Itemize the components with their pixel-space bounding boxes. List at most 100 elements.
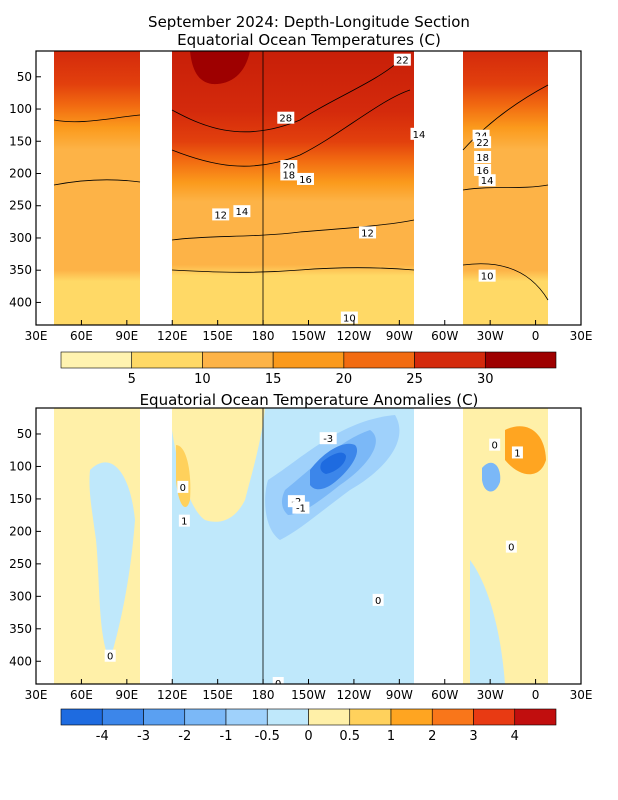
contour-label: -3: [323, 434, 333, 445]
contour-label: 0: [508, 543, 514, 554]
contour-label-bg: [410, 127, 428, 140]
contour-label-bg: [359, 226, 377, 239]
contour-label: 12: [214, 210, 227, 221]
anom-west-positive: [172, 408, 265, 522]
x-tick-label: 30E: [570, 688, 593, 702]
x-tick-label: 150E: [202, 329, 233, 343]
contour-upper-pacific: [171, 59, 401, 133]
contour-label: 1: [181, 517, 187, 528]
colorbar-swatch: [143, 708, 186, 726]
x-tick-label: 30E: [570, 329, 593, 343]
y-tick-label: 300: [9, 589, 32, 603]
contour-label: 14: [413, 130, 426, 141]
y-tick-label: 50: [17, 427, 32, 441]
x-tick-label: 150E: [202, 688, 233, 702]
contour-label: 16: [299, 175, 312, 186]
colorbar-label: 3: [469, 729, 477, 744]
x-tick-label: 60W: [431, 329, 458, 343]
y-tick-label: 100: [9, 102, 32, 116]
contour-label-bg: [474, 163, 492, 176]
contour-label: 28: [279, 114, 292, 125]
warm-pool-core: [190, 51, 250, 85]
x-tick-label: 90W: [386, 329, 413, 343]
contour-label-bg: [393, 53, 411, 66]
contour-label: -1: [296, 504, 306, 515]
contour-label-bg: [178, 514, 190, 527]
temp-field-indian: [54, 51, 140, 325]
contour-label: 16: [476, 166, 489, 177]
colorbar-label: 30: [477, 372, 494, 387]
y-tick-label: 200: [9, 524, 32, 538]
colorbar-label: 10: [194, 372, 211, 387]
colorbar-label: -1: [220, 729, 233, 744]
x-tick-label: 150W: [291, 688, 326, 702]
contour-label: 10: [343, 314, 356, 325]
colorbar-swatch: [202, 351, 274, 369]
contour-label-bg: [478, 269, 496, 282]
x-tick-label: 30W: [477, 688, 504, 702]
contour-label: 22: [396, 56, 409, 67]
contour-10-pacific: [171, 267, 415, 273]
colorbar-swatch: [272, 351, 345, 369]
contour-label-bg: [280, 168, 298, 181]
x-tick-label: 60W: [431, 688, 458, 702]
contour-indian-2: [53, 179, 141, 186]
contour-label: 0: [275, 679, 281, 690]
contour-label: 14: [481, 176, 494, 187]
contour-atl-2: [462, 184, 549, 191]
anom-atl-positive: [505, 426, 546, 475]
contour-label-bg: [319, 432, 337, 445]
contour-label: 18: [282, 170, 295, 181]
contour-label: 0: [492, 441, 498, 452]
contour-label-bg: [292, 501, 310, 514]
contour-label-bg: [104, 649, 116, 662]
x-tick-label: 120E: [157, 688, 188, 702]
x-tick-label: 60E: [70, 688, 93, 702]
contour-label: 0: [180, 483, 186, 494]
anom-atl-negative: [470, 560, 505, 684]
x-tick-label: 0: [532, 688, 540, 702]
temp-field-pacific: [172, 51, 414, 325]
colorbar-label: 4: [511, 729, 519, 744]
chart-title-line2: Equatorial Ocean Temperatures (C): [177, 31, 441, 49]
colorbar-swatch: [60, 708, 103, 726]
x-tick-label: 120W: [337, 329, 372, 343]
y-tick-label: 400: [9, 654, 32, 668]
contour-label-bg: [505, 540, 517, 553]
temp-field-atlantic: [463, 51, 548, 325]
colorbar-swatch: [473, 708, 516, 726]
contour-labels-temp: 22281420181614121210242218161410: [212, 53, 496, 325]
x-tick-label: 120W: [337, 688, 372, 702]
contour-label-bg: [511, 446, 523, 459]
colorbar-swatch: [431, 708, 474, 726]
y-tick-label: 250: [9, 199, 32, 213]
colorbar-label: 25: [406, 372, 423, 387]
contour-label-bg: [272, 677, 284, 684]
colorbar-swatch: [414, 351, 486, 369]
contour-label-bg: [478, 174, 496, 187]
colorbar-swatch: [225, 708, 268, 726]
x-tick-label: 120E: [157, 329, 188, 343]
contour-label-bg: [296, 172, 314, 185]
y-tick-label: 50: [17, 70, 32, 84]
colorbar-swatch: [390, 708, 433, 726]
y-tick-label: 300: [9, 231, 32, 245]
colorbar-label: 15: [265, 372, 282, 387]
x-tick-label: 90E: [115, 688, 138, 702]
anomaly-axes: 30E 60E 90E 120E 150E 180 150W 120W 90W 60W 30W 0 30…: [9, 427, 592, 702]
contour-label: 18: [476, 153, 489, 164]
colorbar-swatch: [484, 351, 557, 369]
x-tick-label: 30E: [25, 329, 48, 343]
colorbar-label: 2: [428, 729, 436, 744]
colorbar-label: 20: [336, 372, 353, 387]
contour-mid-pacific: [171, 89, 411, 167]
contour-label: 10: [481, 272, 494, 283]
chart-title-line1: September 2024: Depth-Longitude Section: [148, 13, 470, 31]
x-tick-label: 30E: [25, 688, 48, 702]
x-tick-label: 0: [532, 329, 540, 343]
y-tick-label: 350: [9, 263, 32, 277]
x-tick-label: 90E: [115, 329, 138, 343]
temperature-panel: 22281420181614121210242218161410: [53, 51, 549, 325]
